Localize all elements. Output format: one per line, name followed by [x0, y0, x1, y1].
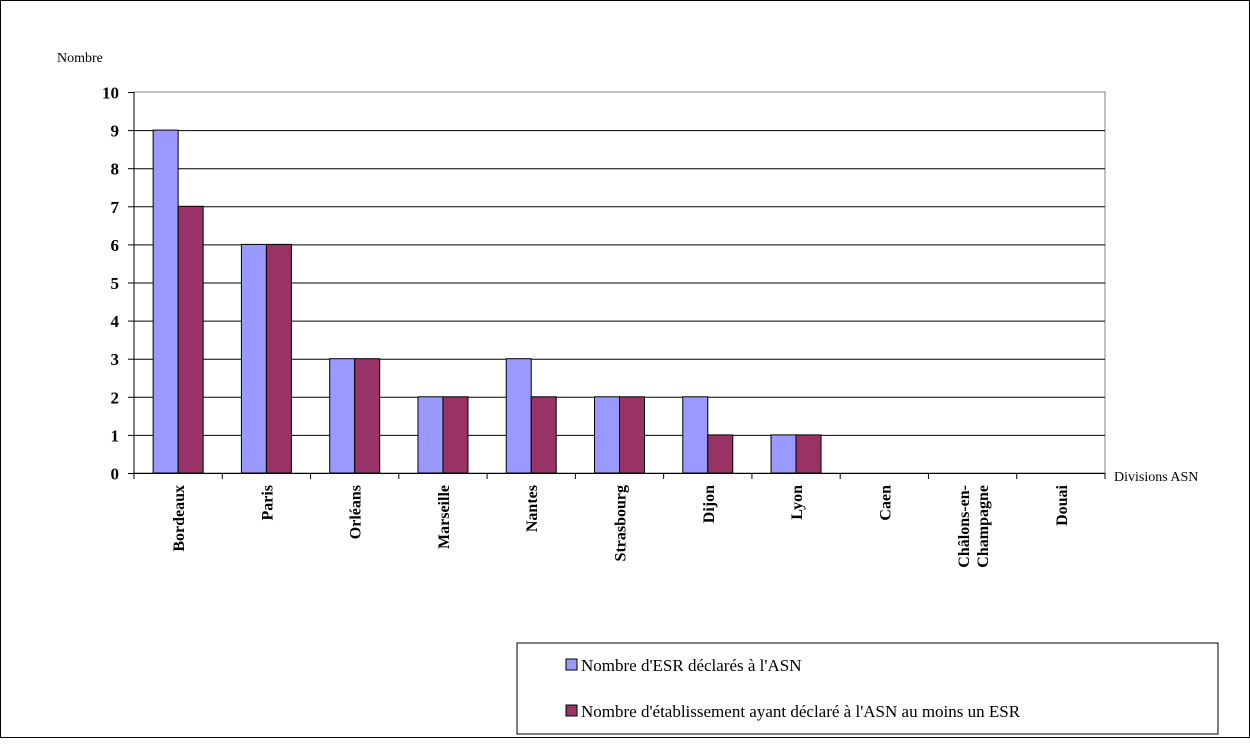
- bar-series-2: [265, 243, 292, 474]
- x-category-label: Douai: [1054, 484, 1071, 525]
- x-category-label: Dijon: [701, 485, 718, 523]
- bar-series-1: [594, 396, 620, 474]
- y-tick-label: 4: [111, 312, 120, 331]
- legend: Nombre d'ESR déclarés à l'ASN Nombre d'é…: [516, 642, 1219, 735]
- x-category-label: Bordeaux: [171, 485, 188, 552]
- y-tick-label: 7: [111, 198, 120, 217]
- x-axis-title: Divisions ASN: [1114, 470, 1198, 485]
- legend-box: [516, 642, 1219, 735]
- y-tick-label: 10: [102, 84, 119, 103]
- x-category-label: Champagne: [975, 485, 992, 568]
- legend-swatch-series-1: [565, 658, 578, 671]
- y-tick-label: 2: [111, 388, 120, 407]
- y-tick-label: 8: [111, 160, 120, 179]
- bar-series-1: [329, 358, 356, 474]
- x-category-label: Nantes: [524, 485, 541, 532]
- bar-series-2: [619, 396, 645, 474]
- bar-series-1: [152, 129, 179, 474]
- bar-series-2: [177, 205, 204, 474]
- x-category-label: Marseille: [436, 485, 453, 549]
- x-category-label: Strasbourg: [613, 485, 630, 561]
- legend-swatch-series-2: [565, 704, 578, 717]
- x-category-label: Paris: [259, 485, 276, 521]
- axes: [128, 92, 1106, 479]
- bar-series-1: [682, 396, 709, 474]
- x-category-label: Châlons-en-: [956, 485, 973, 568]
- legend-label-series-1: Nombre d'ESR déclarés à l'ASN: [581, 656, 801, 675]
- y-tick-label: 5: [111, 274, 120, 293]
- y-tick-label: 1: [111, 426, 120, 445]
- y-axis-title: Nombre: [57, 51, 103, 66]
- bar-series-2: [442, 396, 469, 474]
- legend-label-series-2: Nombre d'établissement ayant déclaré à l…: [581, 702, 1021, 721]
- bar-series-2: [795, 434, 822, 474]
- bar-series-1: [505, 358, 532, 474]
- x-category-label: Orléans: [348, 485, 365, 539]
- y-tick-label: 3: [111, 350, 120, 369]
- bar-series-1: [417, 396, 444, 474]
- bars: [152, 129, 822, 474]
- y-tick-labels: 0 1 2 3 4 5 6 7 8 9 10: [102, 84, 120, 484]
- bar-series-2: [530, 396, 557, 474]
- bar-series-1: [770, 434, 797, 474]
- y-tick-label: 6: [111, 236, 120, 255]
- x-category-label: Lyon: [789, 485, 806, 520]
- bar-series-2: [354, 358, 381, 474]
- x-category-label: Caen: [877, 485, 894, 521]
- bar-series-2: [707, 434, 734, 474]
- x-category-labels: Bordeaux Paris Orléans Marseille Nantes Stras…: [171, 484, 1071, 567]
- y-tick-label: 0: [111, 465, 120, 484]
- y-tick-label: 9: [111, 122, 120, 141]
- bar-series-1: [240, 243, 267, 474]
